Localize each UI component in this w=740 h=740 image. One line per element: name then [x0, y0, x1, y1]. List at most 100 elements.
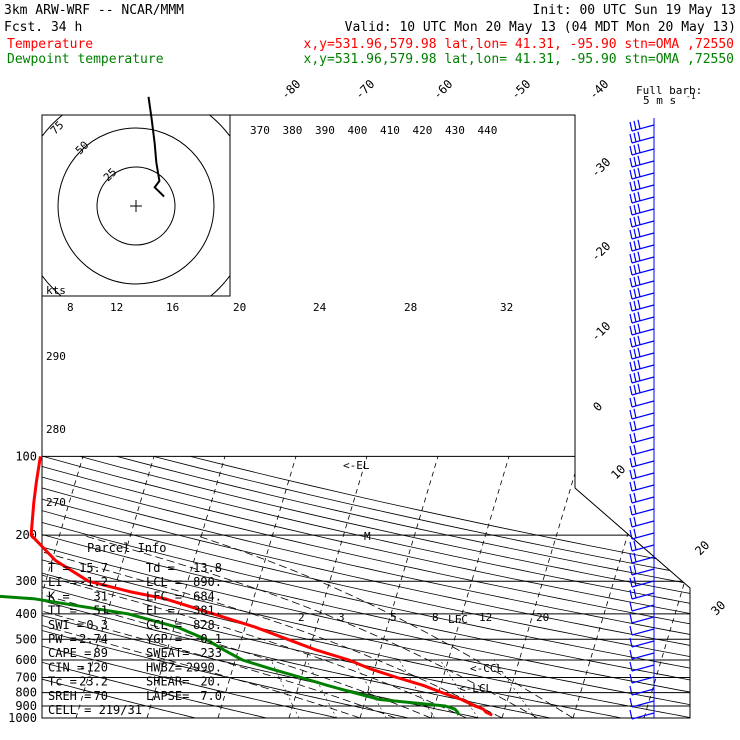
dry-adiabat: [42, 456, 690, 718]
sounding-profiles: [0, 456, 493, 717]
mixing-ratio-label: 24: [313, 301, 327, 314]
theta-label: 400: [348, 124, 368, 137]
parcel-info-value: 15.7: [79, 561, 108, 575]
parcel-info-value: YGP =: [146, 632, 182, 646]
wind-barb: [629, 504, 655, 516]
barb-flag: [629, 625, 633, 636]
hodograph-trace: [147, 96, 165, 198]
isotherm-label: -60: [430, 77, 455, 102]
wind-barb: [629, 323, 655, 336]
barb-flag: [629, 373, 633, 384]
wind-barb: [629, 335, 655, 348]
barb-flag: [633, 372, 637, 383]
parcel-info-value: SWEAT=: [146, 646, 189, 660]
theta-side-label: 270: [46, 496, 66, 509]
wind-barb: [629, 420, 655, 432]
barb-shaft: [631, 268, 655, 276]
barb-flag: [637, 215, 641, 225]
parcel-info-value: 828.: [193, 618, 222, 632]
barb-flag: [629, 445, 633, 456]
barb-flag: [633, 276, 637, 287]
isotherm-label: -10: [588, 319, 613, 344]
init-time: Init: 00 UTC Sun 19 May 13: [533, 3, 737, 18]
wind-barb: [629, 239, 655, 252]
barb-flag: [629, 649, 633, 660]
barb-flag: [637, 311, 641, 321]
barb-flag: [629, 361, 633, 372]
barb-flag: [633, 300, 637, 311]
barb-shaft: [631, 556, 655, 564]
wind-barb: [629, 649, 655, 660]
mixing-ratio-label: 8: [67, 301, 74, 314]
theta-side-label: 280: [46, 423, 66, 436]
barb-flag: [637, 347, 641, 357]
barb-flag: [629, 697, 633, 708]
wind-barb: [629, 516, 655, 528]
barb-flag: [629, 529, 633, 540]
dry-adiabat: [42, 456, 690, 718]
level-label: <-CCL: [470, 662, 503, 675]
wind-barb: [629, 131, 655, 144]
barb-flag: [633, 180, 637, 191]
barb-flag: [633, 516, 637, 527]
theta-label: 380: [283, 124, 303, 137]
barb-flag: [629, 673, 633, 684]
pressure-tick-label: 500: [15, 632, 37, 646]
wind-barb: [629, 480, 655, 492]
hodograph-ring: [96, 166, 176, 246]
pressure-tick-label: 800: [15, 686, 37, 700]
barb-flag: [633, 120, 637, 131]
barb-flag: [637, 287, 641, 297]
dry-adiabat: [42, 456, 690, 718]
barb-flag: [633, 420, 637, 431]
barb-flag: [629, 157, 633, 168]
dewpoint-legend: Dewpoint temperature: [7, 52, 164, 67]
parcel-info-value: SWI =: [48, 618, 84, 632]
barb-flag: [629, 637, 633, 648]
mixing-ratio-label: 5: [390, 611, 397, 624]
barb-flag: [637, 275, 641, 285]
barb-flag: [629, 685, 633, 696]
parcel-info-value: TT =: [48, 604, 77, 618]
parcel-info-value: 233: [200, 646, 222, 660]
barb-shaft: [631, 208, 655, 216]
barb-flag: [633, 408, 637, 419]
wind-barb: [629, 396, 655, 408]
barb-flag: [629, 457, 633, 468]
wind-barb: [629, 625, 655, 636]
parcel-info-value: -120: [79, 660, 108, 674]
barb-shaft: [631, 220, 655, 228]
barb-flag: [633, 228, 637, 239]
barb-flag: [633, 324, 637, 335]
parcel-info-value: LI =: [48, 575, 77, 589]
dewpoint-profile: [0, 594, 461, 716]
isotherm-label: 30: [708, 598, 728, 618]
parcel-info-value: 0.3: [86, 618, 108, 632]
parcel-info-value: CIN =: [48, 660, 84, 674]
temperature-profile: [29, 456, 493, 717]
barb-flag: [633, 564, 637, 575]
dewpoint-location: x,y=531.96,579.98 lat,lon= 41.31, -95.90…: [304, 52, 734, 67]
parcel-info-value: -1.2: [79, 575, 108, 589]
barb-shaft: [631, 328, 655, 336]
barb-flag: [633, 348, 637, 359]
parcel-info-value: 2990.: [186, 660, 222, 674]
wind-barb: [629, 468, 655, 480]
wind-barb: [629, 661, 655, 672]
barb-flag: [633, 264, 637, 275]
mixing-ratio-label: 12: [479, 611, 492, 624]
dry-adiabat: [42, 456, 690, 718]
barb-flag: [633, 504, 637, 515]
wind-barb: [629, 119, 655, 132]
wind-barb: [629, 576, 655, 588]
parcel-info-cell: CELL = 219/31: [48, 703, 142, 717]
barb-flag: [633, 240, 637, 251]
parcel-info-value: 381.: [193, 604, 222, 618]
pressure-tick-label: 900: [15, 699, 37, 713]
wind-barb: [629, 155, 655, 168]
dry-adiabat: [153, 456, 690, 718]
barb-flag: [637, 251, 641, 261]
barb-shaft: [631, 508, 655, 516]
barb-flag: [637, 263, 641, 273]
